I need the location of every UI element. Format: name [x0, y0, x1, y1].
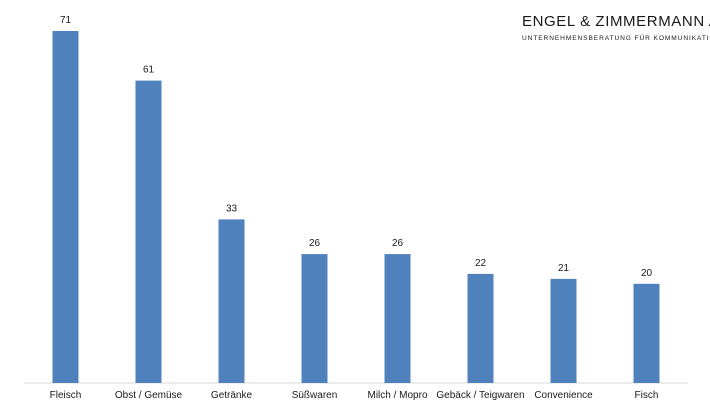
bar-6 [550, 278, 577, 383]
category-label-4: Milch / Mopro [367, 390, 427, 401]
category-label-5: Gebäck / Teigwaren [436, 390, 524, 401]
category-label-1: Obst / Gemüse [115, 390, 183, 401]
data-label-3: 26 [309, 238, 321, 249]
bar-4 [384, 254, 411, 383]
bar-5 [467, 273, 494, 383]
bar-3 [301, 254, 328, 383]
bar-7 [633, 283, 660, 383]
logo-name: ENGEL & ZIMMERMANN AG [522, 13, 710, 30]
category-label-7: Fisch [635, 390, 659, 401]
category-label-0: Fleisch [50, 390, 82, 401]
bar-2 [218, 219, 245, 383]
category-label-2: Getränke [211, 390, 253, 401]
category-labels-layer: Fleisch Obst / Gemüse Getränke Süßwaren Milc… [50, 390, 659, 401]
bar-0 [52, 31, 79, 383]
data-label-5: 22 [475, 258, 487, 269]
company-logo: ENGEL & ZIMMERMANN AG UNTERNEHMENSBERATU… [522, 12, 710, 44]
data-labels-layer: 71 61 33 26 26 22 21 20 [60, 15, 653, 279]
data-label-4: 26 [392, 238, 404, 249]
data-label-6: 21 [558, 263, 570, 274]
logo-tagline: UNTERNEHMENSBERATUNG FÜR KOMMUNIKATION [522, 35, 710, 42]
category-label-3: Süßwaren [292, 390, 338, 401]
data-label-2: 33 [226, 203, 238, 214]
bars-layer [52, 31, 660, 383]
data-label-1: 61 [143, 65, 155, 76]
bar-1 [135, 80, 162, 383]
data-label-0: 71 [60, 15, 72, 26]
category-label-6: Convenience [534, 390, 593, 401]
data-label-7: 20 [641, 268, 653, 279]
